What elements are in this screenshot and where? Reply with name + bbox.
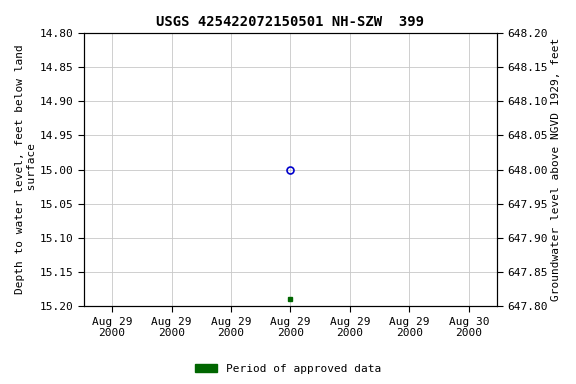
- Y-axis label: Depth to water level, feet below land
 surface: Depth to water level, feet below land su…: [15, 45, 37, 295]
- Title: USGS 425422072150501 NH-SZW  399: USGS 425422072150501 NH-SZW 399: [157, 15, 425, 29]
- Legend: Period of approved data: Period of approved data: [191, 359, 385, 379]
- Y-axis label: Groundwater level above NGVD 1929, feet: Groundwater level above NGVD 1929, feet: [551, 38, 561, 301]
